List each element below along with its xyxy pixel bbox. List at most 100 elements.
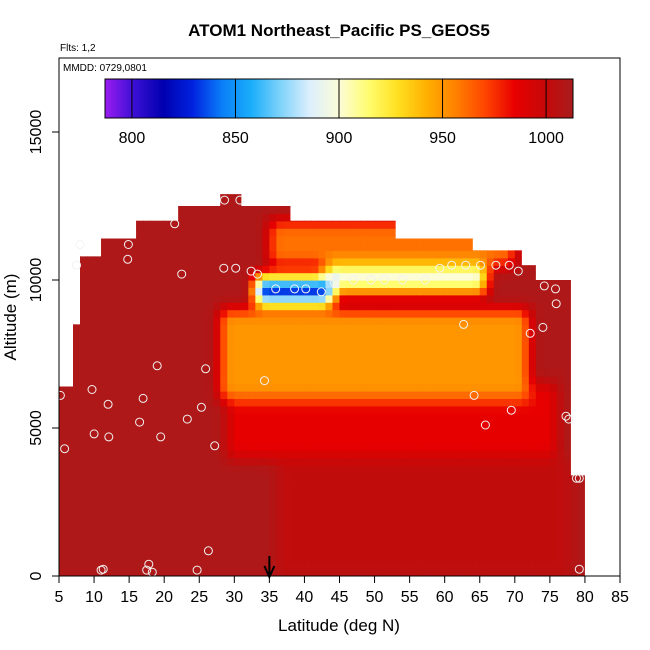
heat-cell [374, 354, 383, 362]
heat-cell [122, 228, 130, 237]
heat-cell [192, 494, 200, 503]
heat-cell [542, 546, 551, 555]
heat-cell [353, 354, 362, 362]
heat-cell [500, 272, 509, 281]
heat-cell [283, 257, 292, 266]
heat-cell [416, 317, 425, 325]
heat-cell [101, 405, 109, 414]
heat-cell [437, 413, 446, 422]
heat-cell [143, 391, 151, 399]
heat-cell [486, 457, 495, 466]
heat-cell [192, 568, 200, 576]
heat-cell [535, 391, 544, 399]
heat-cell [269, 213, 277, 222]
heat-cell [318, 302, 327, 311]
heat-cell [402, 568, 411, 576]
heat-cell [367, 568, 376, 576]
heat-cell [549, 280, 558, 288]
heat-cell [374, 272, 383, 281]
heat-cell [241, 465, 249, 473]
heat-cell [353, 516, 362, 525]
heat-cell [192, 302, 200, 311]
heat-cell [360, 272, 369, 281]
heat-cell [185, 206, 193, 214]
heat-cell [367, 346, 376, 355]
heat-cell [73, 568, 81, 576]
heat-cell [493, 442, 502, 451]
observation-point [330, 278, 340, 288]
heat-cell [178, 294, 186, 303]
heat-cell [332, 294, 341, 303]
heat-cell [255, 324, 263, 333]
heat-cell [262, 561, 270, 570]
heat-cell [395, 220, 404, 229]
heat-cell [178, 213, 186, 222]
heat-cell [465, 465, 474, 473]
heat-cell [94, 479, 102, 488]
heat-cell [234, 213, 242, 222]
heat-cell [521, 420, 530, 429]
heat-cell [262, 368, 270, 377]
heat-cell [577, 331, 585, 340]
heat-cell [395, 465, 404, 473]
heat-cell [136, 280, 144, 288]
heat-cell [318, 324, 327, 333]
heat-cell [465, 302, 474, 311]
heat-cell [206, 479, 214, 488]
heat-cell [122, 376, 130, 385]
heat-cell [542, 405, 551, 414]
heat-cell [297, 346, 306, 355]
heat-cell [409, 479, 418, 488]
heat-cell [115, 398, 123, 407]
heat-cell [423, 413, 432, 422]
heat-cell [73, 391, 81, 399]
heat-cell [500, 561, 509, 570]
heat-cell [304, 531, 313, 540]
heat-cell [66, 479, 74, 488]
heat-cell [493, 213, 502, 222]
observation-point [220, 195, 229, 205]
heat-cell [101, 465, 109, 473]
heat-cell [276, 435, 284, 444]
heat-cell [157, 206, 165, 214]
heat-cell [416, 391, 425, 399]
heat-cell [283, 302, 292, 311]
heat-cell [157, 339, 165, 348]
heat-cell [528, 546, 537, 555]
heat-cell [374, 368, 383, 377]
heat-cell [192, 539, 200, 547]
heat-cell [542, 194, 551, 200]
heat-cell [283, 361, 292, 370]
heat-cell [318, 546, 327, 555]
heat-cell [577, 302, 585, 311]
heat-cell [129, 302, 137, 311]
heat-cell [192, 250, 200, 259]
heat-cell [136, 368, 144, 377]
heat-cell [220, 435, 228, 444]
heat-cell [367, 502, 376, 510]
heat-cell [234, 331, 242, 340]
heat-cell [178, 450, 186, 459]
heat-cell [542, 317, 551, 325]
heat-cell [157, 516, 165, 525]
heat-cell [514, 243, 523, 251]
heat-cell [101, 257, 109, 266]
heat-cell [325, 235, 334, 244]
heat-cell [178, 479, 186, 488]
heat-cell [486, 250, 495, 259]
heat-cell [59, 457, 67, 466]
heat-cell [444, 302, 453, 311]
heat-cell [220, 539, 228, 547]
heat-cell [395, 198, 404, 207]
heat-cell [395, 228, 404, 237]
heat-cell [332, 487, 341, 496]
heat-cell [500, 472, 509, 481]
heat-cell [402, 442, 411, 451]
heat-cell [430, 546, 439, 555]
heat-cell [493, 317, 502, 325]
heat-cell [325, 457, 334, 466]
heat-cell [255, 257, 263, 266]
heat-cell [451, 287, 460, 296]
heat-cell [185, 413, 193, 422]
heat-cell [374, 391, 383, 399]
